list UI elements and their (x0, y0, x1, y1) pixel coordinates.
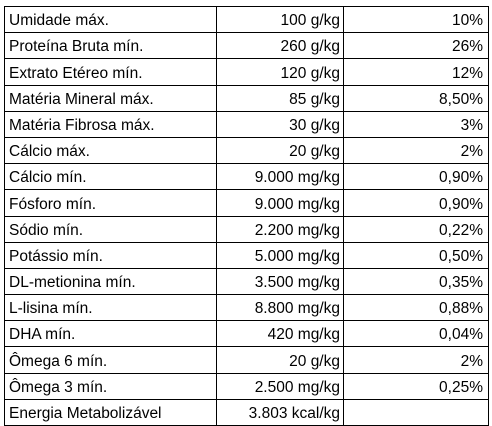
nutrient-amount-cell: 20 g/kg (216, 136, 344, 165)
table-row: Matéria Fibrosa máx. 30 g/kg 3% (4, 110, 489, 138)
nutrient-name-cell: DHA mín. (4, 320, 217, 348)
nutrient-name-cell: Ômega 3 mín. (4, 372, 217, 400)
nutrient-percent-cell: 8,50% (343, 84, 489, 112)
table-row: L-lisina mín. 8.800 mg/kg 0,88% (4, 294, 489, 322)
nutrient-name-cell: Extrato Etéreo mín. (4, 58, 217, 86)
nutrient-name-cell: Energia Metabolizável (4, 398, 217, 426)
nutrient-amount-cell: 30 g/kg (216, 110, 344, 138)
nutrient-percent-cell: 2% (343, 346, 489, 374)
nutrient-amount-cell: 9.000 mg/kg (216, 163, 344, 191)
nutrient-amount-cell: 3.803 kcal/kg (216, 398, 344, 426)
nutrition-table: Umidade máx. 100 g/kg 10% Proteína Bruta mí… (4, 5, 489, 426)
nutrient-name-cell: Matéria Mineral máx. (4, 84, 217, 112)
nutrient-name-cell: Proteína Bruta mín. (4, 32, 217, 60)
nutrient-amount-cell: 85 g/kg (216, 84, 344, 112)
nutrient-percent-cell: 0,04% (343, 320, 489, 348)
nutrient-name-cell: Fósforo mín. (4, 189, 217, 217)
nutrient-percent-cell: 0,90% (343, 163, 489, 191)
nutrient-percent-cell: 12% (343, 58, 489, 86)
nutrient-amount-cell: 8.800 mg/kg (216, 294, 344, 322)
table-row: Sódio mín. 2.200 mg/kg 0,22% (4, 215, 489, 243)
nutrient-name-cell: Matéria Fibrosa máx. (4, 110, 217, 138)
nutrient-name-cell: Cálcio máx. (4, 136, 217, 165)
nutrient-amount-cell: 260 g/kg (216, 32, 344, 60)
nutrient-percent-cell: 10% (343, 5, 489, 34)
table-row: Cálcio mín. 9.000 mg/kg 0,90% (4, 163, 489, 191)
nutrient-percent-cell: 0,90% (343, 189, 489, 217)
table-row: DL-metionina mín. 3.500 mg/kg 0,35% (4, 267, 489, 296)
nutrient-amount-cell: 20 g/kg (216, 346, 344, 374)
nutrient-amount-cell: 3.500 mg/kg (216, 267, 344, 296)
table-row: Fósforo mín. 9.000 mg/kg 0,90% (4, 189, 489, 217)
nutrient-name-cell: Umidade máx. (4, 5, 217, 34)
table-row: Ômega 6 mín. 20 g/kg 2% (4, 346, 489, 374)
nutrient-percent-cell: 2% (343, 136, 489, 165)
nutrient-amount-cell: 2.500 mg/kg (216, 372, 344, 400)
nutrient-amount-cell: 420 mg/kg (216, 320, 344, 348)
nutrient-amount-cell: 120 g/kg (216, 58, 344, 86)
nutrient-percent-cell: 3% (343, 110, 489, 138)
nutrient-percent-cell (343, 398, 489, 426)
nutrient-percent-cell: 26% (343, 32, 489, 60)
table-row: Umidade máx. 100 g/kg 10% (4, 5, 489, 34)
table-row: Matéria Mineral máx. 85 g/kg 8,50% (4, 84, 489, 112)
nutrient-name-cell: L-lisina mín. (4, 294, 217, 322)
nutrient-amount-cell: 2.200 mg/kg (216, 215, 344, 243)
nutrient-amount-cell: 5.000 mg/kg (216, 241, 344, 269)
table-row: Energia Metabolizável 3.803 kcal/kg (4, 398, 489, 426)
table-row: DHA mín. 420 mg/kg 0,04% (4, 320, 489, 348)
nutrient-percent-cell: 0,22% (343, 215, 489, 243)
nutrition-table-body: Umidade máx. 100 g/kg 10% Proteína Bruta mí… (4, 5, 489, 426)
nutrient-percent-cell: 0,35% (343, 267, 489, 296)
nutrient-amount-cell: 9.000 mg/kg (216, 189, 344, 217)
nutrient-name-cell: Ômega 6 mín. (4, 346, 217, 374)
nutrient-percent-cell: 0,88% (343, 294, 489, 322)
table-row: Extrato Etéreo mín. 120 g/kg 12% (4, 58, 489, 86)
nutrient-amount-cell: 100 g/kg (216, 5, 344, 34)
nutrient-name-cell: Sódio mín. (4, 215, 217, 243)
nutrient-name-cell: Cálcio mín. (4, 163, 217, 191)
nutrient-name-cell: DL-metionina mín. (4, 267, 217, 296)
table-row: Cálcio máx. 20 g/kg 2% (4, 136, 489, 165)
table-row: Proteína Bruta mín. 260 g/kg 26% (4, 32, 489, 60)
nutrient-percent-cell: 0,50% (343, 241, 489, 269)
table-row: Potássio mín. 5.000 mg/kg 0,50% (4, 241, 489, 269)
table-row: Ômega 3 mín. 2.500 mg/kg 0,25% (4, 372, 489, 400)
nutrient-percent-cell: 0,25% (343, 372, 489, 400)
nutrient-name-cell: Potássio mín. (4, 241, 217, 269)
